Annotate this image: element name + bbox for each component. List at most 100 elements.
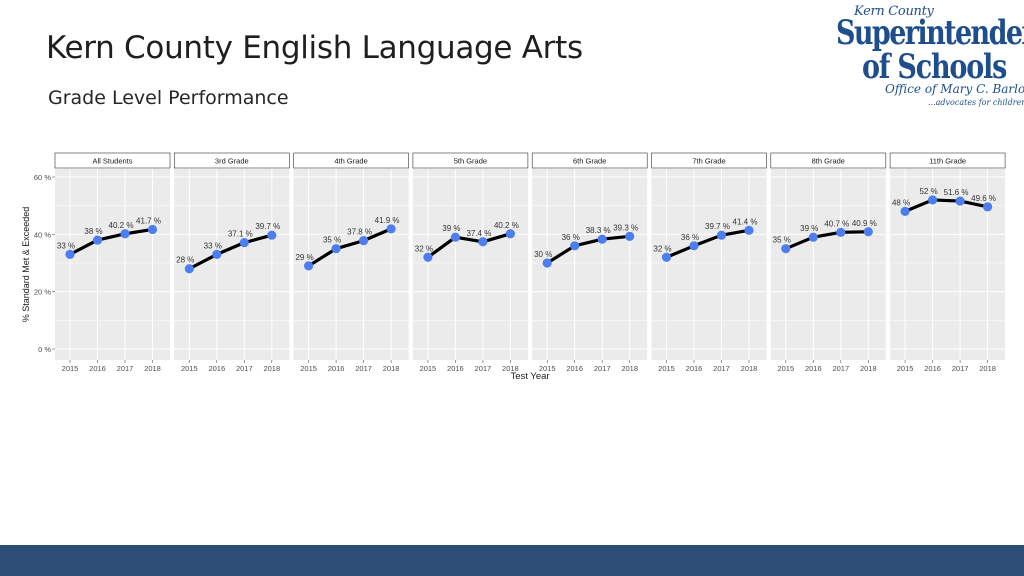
- y-tick-label: 60 %: [34, 173, 51, 182]
- x-tick-label: 2017: [236, 364, 253, 373]
- data-point: [542, 258, 552, 268]
- data-point: [212, 249, 222, 259]
- data-label: 35 %: [323, 236, 341, 245]
- data-point: [716, 230, 727, 240]
- panel-background: [174, 169, 290, 360]
- panel-background: [55, 169, 170, 360]
- data-label: 36 %: [681, 233, 699, 242]
- data-point: [450, 232, 460, 242]
- series-line: [426, 232, 512, 259]
- data-point: [120, 229, 130, 239]
- series-line: [664, 228, 751, 259]
- x-tick-label: 2015: [300, 364, 317, 373]
- facet-title: 6th Grade: [573, 157, 606, 166]
- x-tick-label: 2017: [117, 364, 134, 373]
- data-point: [92, 235, 103, 245]
- data-point: [744, 225, 754, 235]
- y-tick-label: 20 %: [34, 288, 51, 297]
- data-point: [304, 261, 314, 271]
- data-label: 40.2 %: [109, 221, 134, 230]
- data-label: 41.4 %: [733, 217, 758, 226]
- data-point: [689, 241, 699, 251]
- data-point: [597, 234, 607, 244]
- data-label: 41.9 %: [375, 216, 400, 225]
- facet-title: 5th Grade: [454, 157, 487, 166]
- x-tick-label: 2015: [181, 364, 198, 373]
- data-label: 52 %: [919, 187, 937, 196]
- data-label: 33 %: [204, 241, 222, 250]
- x-tick-label: 2017: [832, 364, 849, 373]
- faceted-line-chart: 0 % 20 % 40 % 60 % % Standard Met & Exceeded…: [21, 152, 1006, 382]
- facet-strip: [174, 152, 290, 169]
- x-tick-label: 2016: [447, 364, 464, 373]
- series-line: [903, 198, 990, 213]
- data-label: 40.2 %: [494, 221, 519, 230]
- panel-background: [651, 169, 767, 360]
- data-point: [661, 252, 672, 262]
- series-line: [545, 234, 632, 265]
- series-line: [187, 233, 274, 271]
- facet-strip: [889, 152, 1006, 169]
- data-label: 36 %: [562, 233, 580, 242]
- data-point: [570, 241, 580, 251]
- panel-background: [412, 169, 528, 360]
- data-point: [423, 252, 433, 262]
- data-label: 39.3 %: [613, 223, 638, 232]
- data-label: 38 %: [84, 227, 102, 236]
- facet-strip: [531, 152, 648, 169]
- x-tick-label: 2016: [686, 364, 703, 373]
- data-label: 39 %: [442, 224, 460, 233]
- x-tick-label: 2018: [263, 364, 280, 373]
- data-label: 30 %: [534, 250, 552, 259]
- x-tick-label: 2015: [777, 364, 794, 373]
- data-label: 32 %: [415, 244, 433, 253]
- data-label: 29 %: [295, 253, 313, 262]
- x-tick-label: 2018: [144, 364, 161, 373]
- data-point: [239, 238, 249, 248]
- x-tick-label: 2016: [924, 364, 941, 373]
- facet-panel: 4th Grade 2015 2016 2017 2018 29 % 35 % 37.8 %4…: [293, 152, 409, 373]
- data-label: 37.1 %: [228, 230, 253, 239]
- data-label: 37.4 %: [466, 229, 491, 238]
- footer-bar: [0, 545, 1024, 576]
- x-tick-label: 2015: [897, 364, 914, 373]
- data-point: [808, 232, 818, 242]
- data-point: [900, 206, 910, 216]
- logo-line-office: Office of Mary C. Barlow: [885, 82, 1024, 96]
- facet-title: 4th Grade: [334, 157, 367, 166]
- x-tick-label: 2015: [420, 364, 437, 373]
- data-point: [359, 236, 369, 246]
- data-point: [625, 231, 635, 241]
- facet-panel: 7th Grade 2015 2016 2017 2018 32 % 36 % 39.7 %4…: [651, 152, 767, 373]
- x-tick-label: 2015: [658, 364, 675, 373]
- facet-title: 11th Grade: [929, 157, 966, 166]
- data-label: 51.6 %: [944, 188, 969, 197]
- x-tick-label: 2017: [475, 364, 492, 373]
- logo-line-superintendent: Superintendent: [836, 14, 1024, 53]
- data-point: [147, 224, 158, 235]
- facet-panel: 8th Grade 2015 2016 2017 2018 35 % 39 % 40.7 % 4…: [770, 152, 887, 373]
- data-point: [184, 264, 194, 274]
- logo-line-county: Kern County: [854, 4, 934, 19]
- x-tick-label: 2016: [208, 364, 225, 373]
- data-label: 48 %: [892, 198, 910, 207]
- facet-panel: 11th Grade 2015 2016 2017 2018 48 % 52 % 51.6 %…: [889, 152, 1006, 373]
- facet-title: 8th Grade: [812, 157, 845, 166]
- facet-title: 7th Grade: [692, 157, 725, 166]
- data-point: [781, 244, 791, 254]
- data-label: 39.7 %: [705, 222, 730, 231]
- data-point: [478, 237, 488, 247]
- data-label: 40.7 %: [824, 219, 849, 228]
- x-tick-label: 2015: [62, 364, 79, 373]
- x-tick-label: 2016: [805, 364, 822, 373]
- facet-panel: 6th Grade 2015 2016 2017 2018 30 % 36 % 38.3 % 3…: [531, 152, 648, 373]
- x-tick-label: 2018: [621, 364, 638, 373]
- x-tick-label: 2016: [89, 364, 106, 373]
- facet-strip: [54, 152, 171, 169]
- x-axis-title: Test Year: [511, 371, 550, 382]
- data-point: [955, 196, 965, 206]
- facet-panel: 3rd Grade 2015 2016 2017 2018 28 % 33 % 37.1 %3…: [174, 152, 290, 373]
- series-line: [784, 230, 870, 251]
- facet-strip: [412, 152, 529, 169]
- slide-title: Kern County English Language Arts: [46, 30, 583, 66]
